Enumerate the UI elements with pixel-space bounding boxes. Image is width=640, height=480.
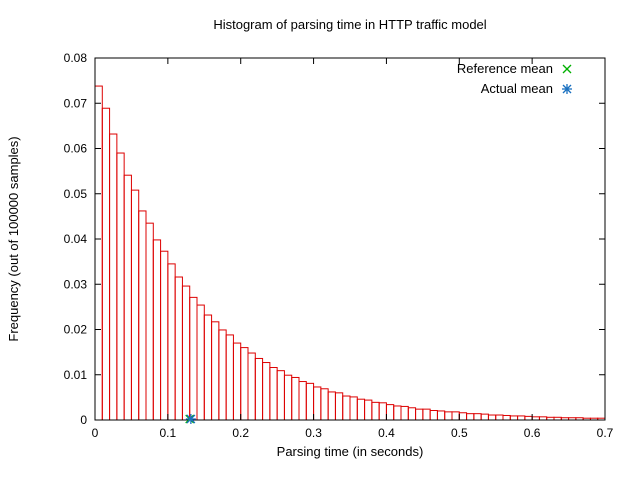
histogram-bar (378, 402, 387, 421)
histogram-bar (313, 386, 322, 421)
histogram-bar (254, 357, 264, 421)
histogram-bar (524, 415, 533, 421)
histogram-bar (152, 239, 162, 421)
chart-title: Histogram of parsing time in HTTP traffi… (213, 17, 486, 32)
legend-label-reference-mean: Reference mean (457, 61, 553, 76)
histogram-bar (509, 415, 519, 421)
histogram-bar (298, 381, 307, 421)
histogram-bar (116, 152, 125, 421)
histogram-bar (480, 413, 489, 421)
histogram-bar (189, 296, 198, 421)
plot-border (94, 57, 606, 421)
histogram-bar (385, 404, 395, 421)
y-tick-label: 0.06 (64, 142, 88, 156)
histogram-bar (225, 334, 234, 421)
histogram-bar (145, 222, 154, 421)
histogram-bar (466, 413, 475, 421)
histogram-bar (407, 407, 417, 421)
histogram-bar (327, 391, 336, 421)
histogram-bar (415, 408, 424, 421)
histogram-bar (320, 388, 329, 421)
histogram-bar (138, 210, 147, 421)
histogram-bar (123, 174, 132, 421)
legend-markers (562, 64, 572, 94)
histogram-bar (276, 370, 285, 421)
histogram-bar (429, 410, 438, 421)
x-tick-label: 0.7 (597, 426, 614, 440)
histogram-bar (458, 412, 468, 421)
histogram-bar (473, 413, 482, 421)
histogram-bar (305, 382, 315, 421)
legend-x-marker (562, 64, 572, 74)
histogram-bar (451, 411, 460, 421)
histogram-bar (232, 342, 242, 421)
y-tick-label: 0.01 (64, 368, 88, 382)
histogram-bar (371, 401, 380, 421)
histogram-bar (181, 285, 191, 421)
plot-area: 0 0.1 0.2 0.3 0.4 0.5 0.6 0.7 0 0.01 0.02 0.03 0.04 0… (64, 51, 614, 440)
histogram-bar (495, 414, 504, 421)
histogram-bar (218, 329, 227, 421)
legend-label-actual-mean: Actual mean (481, 81, 553, 96)
histogram-bar (487, 414, 497, 421)
actual-mean-marker (185, 414, 196, 424)
y-tick-label: 0.04 (64, 232, 88, 246)
histogram-bar (291, 376, 300, 421)
histogram-bar (502, 414, 511, 421)
x-tick-label: 0.1 (160, 426, 177, 440)
histogram-bar (364, 399, 373, 421)
histogram-bar (94, 85, 103, 421)
x-axis-label: Parsing time (in seconds) (277, 444, 424, 459)
histogram-bar (160, 250, 169, 421)
x-tick-label: 0.4 (378, 426, 395, 440)
y-tick-label: 0.03 (64, 277, 88, 291)
histogram-bar (262, 362, 271, 421)
x-tick-label: 0.6 (524, 426, 541, 440)
histogram-bar (211, 321, 220, 421)
histogram-bar (517, 415, 526, 421)
y-tick-label: 0.05 (64, 187, 88, 201)
legend: Reference mean Actual mean (457, 61, 572, 96)
histogram-bar (342, 395, 351, 421)
x-tick-label: 0.2 (232, 426, 249, 440)
histogram-bar (109, 133, 118, 421)
x-tick-label: 0.5 (451, 426, 468, 440)
y-tick-label: 0 (80, 413, 87, 427)
histogram-bar (101, 107, 111, 421)
legend-asterisk-marker (562, 84, 572, 94)
y-axis-label: Frequency (out of 100000 samples) (6, 136, 21, 341)
histogram-bar (167, 263, 176, 421)
histogram-bar (393, 405, 402, 421)
histogram-bar (196, 304, 205, 421)
histogram-bar (269, 367, 278, 421)
histogram-bar (436, 410, 446, 421)
histogram-bar (422, 408, 431, 421)
histogram-bar (356, 398, 366, 421)
histogram-bar (240, 347, 249, 421)
histogram-bar (283, 374, 293, 421)
histogram-bar (203, 314, 213, 421)
histogram-bar (400, 405, 409, 421)
y-tick-label: 0.02 (64, 323, 88, 337)
histogram-bar (334, 392, 344, 421)
histogram-bar (130, 189, 140, 421)
x-tick-label: 0.3 (305, 426, 322, 440)
histogram-bar (349, 396, 358, 421)
histogram-bar (247, 352, 256, 421)
y-tick-label: 0.08 (64, 51, 88, 65)
x-tick-label: 0 (92, 426, 99, 440)
histogram-bar (444, 411, 453, 421)
y-tick-label: 0.07 (64, 96, 88, 110)
histogram-bar (174, 276, 183, 421)
